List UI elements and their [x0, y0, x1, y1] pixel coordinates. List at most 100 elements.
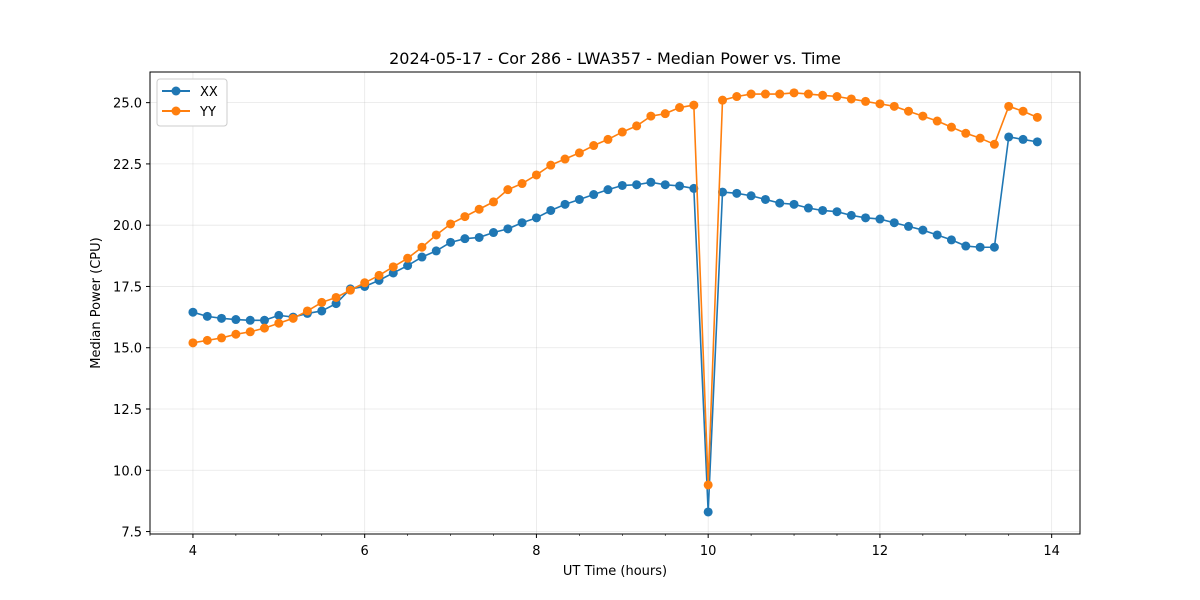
- data-point-yy: [646, 111, 656, 121]
- data-point-xx: [417, 252, 427, 262]
- data-point-xx: [861, 213, 871, 223]
- data-point-yy: [846, 94, 856, 104]
- data-point-yy: [989, 139, 999, 149]
- data-point-yy: [574, 148, 584, 158]
- data-point-xx: [732, 188, 742, 198]
- data-point-xx: [546, 205, 556, 215]
- data-point-yy: [360, 278, 370, 288]
- series-layer: [188, 88, 1042, 517]
- y-tick-label: 20.0: [113, 219, 142, 234]
- data-point-xx: [403, 261, 413, 271]
- legend-label-yy: YY: [199, 105, 216, 120]
- data-point-yy: [746, 89, 756, 99]
- y-tick-label: 10.0: [113, 464, 142, 479]
- data-point-yy: [417, 242, 427, 252]
- data-point-xx: [775, 198, 785, 208]
- data-point-yy: [1018, 106, 1028, 116]
- series-line-yy: [192, 92, 1038, 486]
- data-point-yy: [689, 100, 699, 110]
- data-point-xx: [202, 311, 212, 321]
- data-point-yy: [288, 313, 298, 323]
- data-point-yy: [374, 270, 384, 280]
- x-tick-label: 12: [872, 544, 889, 559]
- data-point-yy: [503, 185, 513, 195]
- data-point-yy: [1032, 112, 1042, 122]
- data-point-xx: [932, 230, 942, 240]
- y-axis-label: Median Power (CPU): [89, 237, 104, 368]
- data-point-yy: [732, 92, 742, 102]
- data-point-yy: [932, 116, 942, 126]
- data-point-yy: [889, 101, 899, 111]
- data-point-xx: [474, 232, 484, 242]
- data-point-yy: [231, 329, 241, 339]
- data-point-yy: [546, 160, 556, 170]
- data-point-xx: [1032, 137, 1042, 147]
- data-point-yy: [302, 306, 312, 316]
- data-point-xx: [617, 180, 627, 190]
- data-point-xx: [259, 315, 269, 325]
- data-point-yy: [560, 154, 570, 164]
- data-point-yy: [760, 89, 770, 99]
- data-point-yy: [589, 141, 599, 151]
- data-point-yy: [474, 204, 484, 214]
- data-point-yy: [517, 179, 527, 189]
- data-point-xx: [818, 205, 828, 215]
- data-point-xx: [760, 194, 770, 204]
- x-tick-label: 14: [1043, 544, 1060, 559]
- data-point-yy: [675, 103, 685, 113]
- data-point-yy: [1004, 101, 1014, 111]
- data-point-xx: [188, 307, 198, 317]
- data-point-xx: [217, 313, 227, 323]
- x-tick-label: 4: [189, 544, 197, 559]
- x-axis-label: UT Time (hours): [563, 564, 667, 579]
- data-point-yy: [317, 297, 327, 307]
- ticks: 4 6 8 10 12 14 7.5 10.0 12.5 15.0 17.5 20.0 22.5 25.0: [113, 97, 1060, 559]
- data-point-yy: [703, 480, 713, 490]
- data-point-xx: [446, 237, 456, 247]
- data-point-xx: [632, 180, 642, 190]
- data-point-yy: [617, 127, 627, 137]
- data-point-yy: [188, 338, 198, 348]
- data-point-xx: [274, 310, 284, 320]
- y-tick-label: 17.5: [113, 280, 142, 295]
- data-point-xx: [975, 242, 985, 252]
- data-point-xx: [904, 221, 914, 231]
- data-point-xx: [531, 213, 541, 223]
- series-yy: [188, 88, 1042, 490]
- data-point-yy: [488, 197, 498, 207]
- data-point-yy: [832, 92, 842, 102]
- x-tick-label: 6: [361, 544, 369, 559]
- data-point-yy: [904, 106, 914, 116]
- data-point-xx: [846, 210, 856, 220]
- data-point-xx: [789, 199, 799, 209]
- legend-label-xx: XX: [200, 85, 218, 100]
- data-point-xx: [431, 246, 441, 256]
- data-point-xx: [574, 194, 584, 204]
- data-point-yy: [531, 170, 541, 180]
- data-point-xx: [488, 228, 498, 238]
- grid: [150, 72, 1080, 534]
- y-tick-label: 22.5: [113, 158, 142, 173]
- data-point-xx: [589, 190, 599, 200]
- y-tick-label: 12.5: [113, 403, 142, 418]
- data-point-yy: [818, 90, 828, 100]
- data-point-yy: [775, 89, 785, 99]
- data-point-yy: [660, 109, 670, 119]
- data-point-xx: [832, 207, 842, 217]
- data-point-yy: [875, 99, 885, 109]
- data-point-xx: [746, 191, 756, 201]
- data-point-yy: [918, 111, 928, 121]
- data-point-yy: [431, 230, 441, 240]
- data-point-xx: [961, 241, 971, 251]
- data-point-xx: [675, 181, 685, 191]
- data-point-xx: [946, 235, 956, 245]
- data-point-yy: [345, 285, 355, 295]
- series-line-xx: [192, 136, 1038, 513]
- data-point-yy: [789, 88, 799, 98]
- data-point-yy: [946, 122, 956, 132]
- data-point-yy: [603, 134, 613, 144]
- data-point-xx: [803, 203, 813, 213]
- data-point-xx: [718, 187, 728, 197]
- data-point-xx: [603, 185, 613, 195]
- data-point-yy: [202, 335, 212, 345]
